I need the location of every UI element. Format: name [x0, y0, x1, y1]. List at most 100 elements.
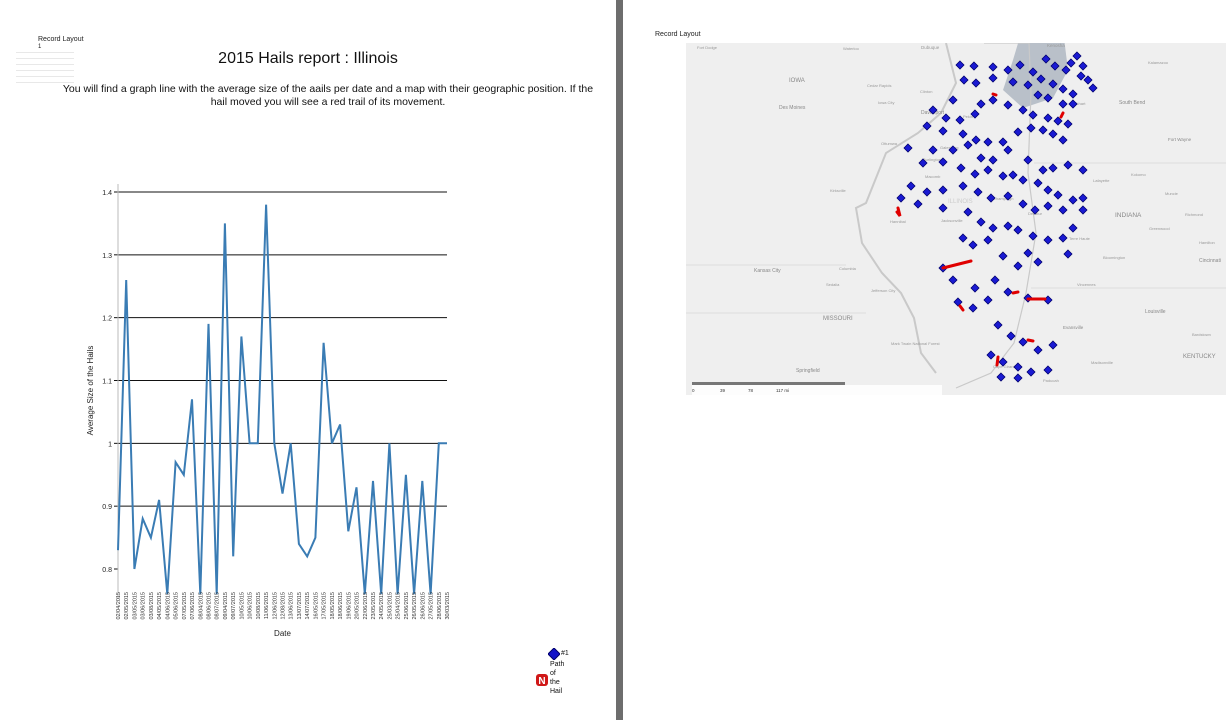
map-place-label: Iowa City — [878, 100, 894, 105]
x-tick-label: 02/04/2015 — [116, 592, 122, 620]
hail-marker — [938, 203, 948, 213]
hail-marker — [958, 129, 968, 139]
hail-marker — [1018, 199, 1028, 209]
hail-marker — [1003, 221, 1013, 231]
y-axis-title: Average Size of the Hails — [86, 346, 95, 436]
x-axis-title: Date — [274, 629, 291, 638]
hail-marker — [948, 275, 958, 285]
hail-marker — [1038, 125, 1048, 135]
hail-path-trail — [991, 92, 998, 97]
hail-map[interactable]: Fort Dodge Waterloo Dubuque Kenosha Kalamazo… — [686, 43, 1226, 395]
hail-marker — [1058, 233, 1068, 243]
map-canvas[interactable]: Fort Dodge Waterloo Dubuque Kenosha Kalamazo… — [686, 43, 1226, 395]
x-tick-label: 09/07/2015 — [231, 592, 237, 620]
map-place-label: Terre Haute — [1069, 236, 1091, 241]
hail-marker — [1006, 331, 1016, 341]
hail-marker — [1023, 248, 1033, 258]
mississippi-river — [854, 43, 958, 374]
hail-marker — [1048, 340, 1058, 350]
map-place-label: Evansville — [1063, 325, 1084, 330]
hail-marker — [1048, 129, 1058, 139]
hail-marker — [970, 109, 980, 119]
x-tick-label: 13/06/2015 — [289, 592, 295, 620]
hail-marker — [1050, 61, 1060, 71]
lake-michigan — [1003, 43, 1068, 108]
hail-marker — [998, 137, 1008, 147]
x-tick-label: 08/04/2015 — [198, 592, 204, 620]
hail-marker — [1058, 84, 1068, 94]
hail-marker — [1013, 261, 1023, 271]
hail-marker — [1063, 249, 1073, 259]
x-tick-label: 26/05/2015 — [412, 592, 418, 620]
blue-diamond-icon — [548, 648, 560, 660]
hail-marker — [948, 95, 958, 105]
hail-marker — [976, 99, 986, 109]
hail-marker — [1018, 105, 1028, 115]
map-place-label: INDIANA — [1115, 212, 1142, 219]
hail-marker — [988, 223, 998, 233]
hail-marker — [1026, 123, 1036, 133]
series-line — [117, 204, 447, 595]
hail-marker — [1058, 99, 1068, 109]
x-tick-label: 24/05/2015 — [379, 592, 385, 620]
hail-marker — [998, 171, 1008, 181]
x-tick-label: 25/04/2015 — [396, 592, 402, 620]
hail-marker — [1053, 190, 1063, 200]
x-tick-label: 11/06/2015 — [264, 592, 270, 619]
path-marker-icon: N — [536, 674, 548, 686]
hail-marker — [1036, 74, 1046, 84]
hail-marker — [998, 357, 1008, 367]
x-tick-label: 17/05/2015 — [322, 592, 328, 620]
x-tick-label: 08/06/2015 — [207, 592, 213, 620]
map-place-label: Fort Dodge — [697, 45, 718, 50]
hail-marker — [971, 135, 981, 145]
hail-marker — [1058, 205, 1068, 215]
hail-marker — [1043, 365, 1053, 375]
report-subtitle: You will find a graph line with the aver… — [62, 83, 594, 108]
x-tick-label: 14/07/2015 — [305, 592, 311, 620]
y-tick-label: 1.1 — [102, 379, 112, 386]
hail-marker — [1033, 257, 1043, 267]
hail-marker — [1063, 160, 1073, 170]
report-page-left: Record Layout 1 2015 Hails report : Illi… — [0, 0, 616, 720]
hail-marker — [1008, 77, 1018, 87]
map-place-label: Springfield — [796, 368, 820, 374]
region-borders — [686, 162, 1226, 314]
hail-marker — [1058, 135, 1068, 145]
hail-marker — [1068, 99, 1078, 109]
hail-marker — [990, 275, 1000, 285]
hail-marker — [953, 297, 963, 307]
x-tick-label: 27/05/2015 — [429, 592, 435, 620]
map-place-label: Kirksville — [830, 188, 847, 193]
map-place-label: Greenwood — [1149, 226, 1170, 231]
x-tick-label: 05/06/2015 — [174, 592, 180, 620]
x-tick-label: 04/05/2015 — [157, 592, 163, 620]
x-tick-label: 20/05/2015 — [355, 592, 361, 620]
map-place-label: Des Moines — [779, 105, 806, 111]
hail-marker — [986, 193, 996, 203]
x-tick-label: 28/06/2015 — [437, 592, 443, 620]
map-place-label: Bloomington — [1103, 255, 1125, 260]
x-tick-label: 10/05/2015 — [239, 592, 245, 620]
hail-marker — [1063, 119, 1073, 129]
hail-marker — [983, 137, 993, 147]
map-place-label: Richmond — [1185, 212, 1203, 217]
hail-marker — [913, 199, 923, 209]
hail-marker — [1033, 178, 1043, 188]
map-place-label: Hamilton — [1199, 240, 1215, 245]
map-place-label: Cincinnati — [1199, 258, 1221, 264]
hail-marker — [1015, 60, 1025, 70]
hail-marker — [928, 105, 938, 115]
scale-bar-background — [692, 385, 942, 395]
hail-marker — [993, 320, 1003, 330]
hail-marker — [998, 251, 1008, 261]
map-place-label: Champaign — [993, 196, 1013, 201]
map-place-label: Cedar Rapids — [867, 83, 891, 88]
x-tick-label: 26/06/2015 — [420, 592, 426, 620]
hail-marker — [938, 157, 948, 167]
x-tick-label: 22/06/2015 — [363, 592, 369, 620]
x-tick-label: 18/05/2015 — [330, 592, 336, 620]
map-place-label: Muncie — [1165, 191, 1179, 196]
hail-marker — [1041, 54, 1051, 64]
map-place-label: Clinton — [920, 89, 932, 94]
